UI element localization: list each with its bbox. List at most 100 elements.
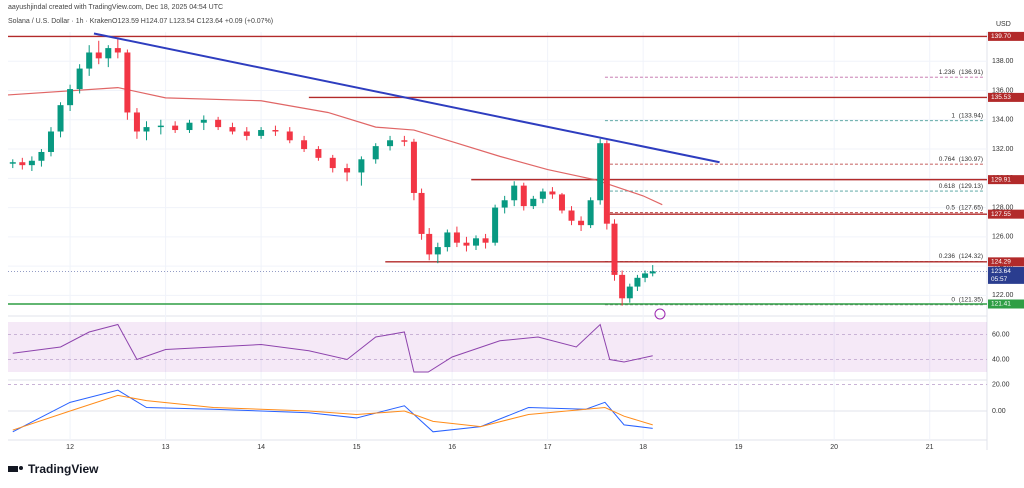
candle-body	[258, 130, 265, 136]
candle-body	[642, 273, 649, 278]
candle-body	[482, 238, 489, 243]
x-tick-label: 17	[544, 444, 552, 451]
y-tick-label: 124.00	[992, 263, 1014, 270]
candle-body	[410, 141, 417, 193]
price-tag	[988, 31, 1024, 41]
candle-body	[186, 122, 193, 131]
rsi-tick-label: 40.00	[992, 356, 1010, 363]
y-tick-label: 136.00	[992, 87, 1014, 94]
trend-line	[93, 32, 720, 164]
candle-body	[200, 119, 207, 123]
candle-body	[329, 157, 336, 169]
candle-body	[587, 200, 594, 226]
price-tag-label: 139.70	[991, 33, 1011, 40]
candle-body	[105, 48, 112, 59]
candle-body	[492, 207, 499, 243]
candle-body	[603, 143, 610, 224]
candle-body	[611, 223, 618, 275]
candle-body	[315, 149, 322, 158]
candle-body	[434, 247, 441, 255]
candle-body	[453, 232, 460, 243]
rsi-tick-label: 60.00	[992, 331, 1010, 338]
candle-body	[344, 168, 351, 173]
symbol: Solana / U.S. Dollar · 1h · Kraken	[8, 18, 112, 25]
candle-body	[549, 191, 556, 195]
candle-body	[95, 52, 102, 59]
price-tag-label: 135.53	[991, 94, 1011, 101]
countdown: 05:57	[991, 276, 1008, 283]
fib-label: (124.32)	[959, 253, 983, 260]
x-tick-label: 18	[639, 444, 647, 451]
candle-body	[634, 277, 641, 287]
candle-body	[626, 286, 633, 299]
logo-mark	[19, 466, 23, 470]
logo-mark	[8, 466, 18, 472]
y-tick-label: 134.00	[992, 117, 1014, 124]
candle-body	[473, 238, 480, 246]
candle-body	[530, 198, 537, 207]
y-tick-label: 138.00	[992, 58, 1014, 65]
y-tick-label: 122.00	[992, 292, 1014, 299]
candle-body	[401, 140, 408, 142]
candle-body	[511, 185, 518, 201]
candle-body	[539, 191, 546, 199]
fib-ratio: 0	[951, 297, 955, 304]
x-tick-label: 16	[448, 444, 456, 451]
x-tick-label: 19	[735, 444, 743, 451]
fib-label: (127.65)	[959, 204, 983, 211]
x-tick-label: 13	[162, 444, 170, 451]
candle-body	[418, 192, 425, 234]
fib-ratio: 0.764	[939, 156, 956, 163]
candle-body	[358, 159, 365, 173]
fib-label: (133.94)	[959, 112, 983, 119]
macd-tick-label: 0.00	[992, 408, 1006, 415]
price-tag	[988, 175, 1024, 185]
x-tick-label: 20	[830, 444, 838, 451]
fib-ratio: 1.236	[939, 69, 956, 76]
x-tick-label: 15	[353, 444, 361, 451]
macd-macd-line	[12, 389, 653, 433]
candle-body	[558, 194, 565, 211]
currency: USD	[996, 21, 1011, 28]
candle-body	[597, 143, 604, 201]
candle-body	[286, 131, 293, 141]
alert-icon[interactable]	[654, 308, 666, 320]
candle-body	[47, 131, 54, 152]
candle-body	[38, 151, 45, 161]
fib-ratio: 0.5	[946, 204, 955, 211]
candle-body	[387, 140, 394, 147]
fib-label: (129.13)	[959, 183, 983, 190]
candle-body	[114, 48, 121, 53]
candle-body	[301, 140, 308, 150]
candle-body	[578, 220, 585, 226]
price-tag	[988, 92, 1024, 102]
candle-body	[86, 52, 93, 69]
candle-body	[143, 127, 150, 132]
ohlc: O123.59 H124.07 L123.54 C123.64 +0.09 (+…	[112, 18, 273, 25]
price-tag	[988, 266, 1024, 284]
logo: TradingView	[8, 462, 99, 476]
rsi-band	[8, 322, 987, 372]
fib-ratio: 0.618	[939, 183, 956, 190]
price-tag	[988, 257, 1024, 267]
credit: aayushjindal created with TradingView.co…	[8, 4, 223, 11]
y-tick-label: 132.00	[992, 146, 1014, 153]
candle-body	[133, 112, 140, 132]
macd-signal-line	[12, 394, 653, 431]
candle-body	[372, 146, 379, 160]
candle-body	[229, 127, 236, 132]
price-tag-label: 124.29	[991, 259, 1011, 266]
x-tick-label: 14	[257, 444, 265, 451]
candle-body	[272, 130, 279, 132]
candle-body	[520, 185, 527, 207]
x-tick-label: 12	[66, 444, 74, 451]
candle-body	[649, 271, 656, 274]
candle-body	[76, 68, 83, 90]
candle-body	[57, 105, 64, 132]
candle-body	[426, 233, 433, 255]
fib-label: (121.35)	[959, 297, 983, 304]
rsi-line	[12, 323, 653, 373]
candle-body	[215, 119, 222, 128]
candle-body	[463, 242, 470, 246]
